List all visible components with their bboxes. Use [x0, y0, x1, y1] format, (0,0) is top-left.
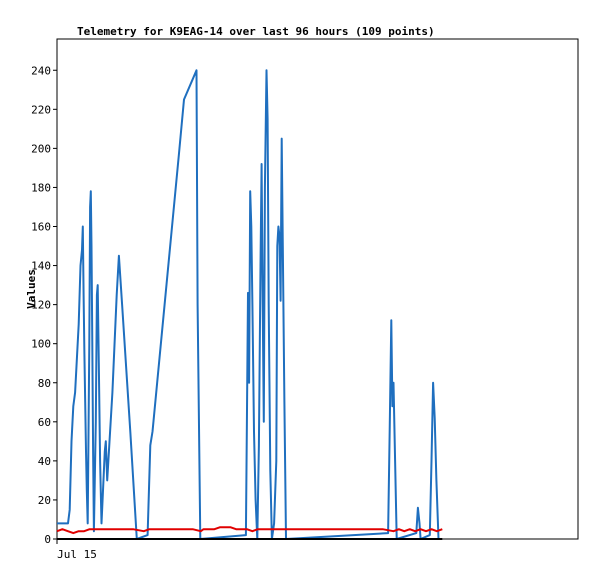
y-axis-label: Values: [25, 269, 38, 309]
y-tick-label: 120: [31, 299, 51, 312]
plot-frame: [56, 38, 579, 540]
y-tick-label: 200: [31, 142, 51, 155]
y-axis: 0 20 40 60 80 100 120 140 160 180 200 220 240: [31, 64, 57, 546]
y-tick-label: 0: [44, 533, 51, 546]
y-tick-label: 20: [38, 494, 51, 507]
series-line-2: [56, 526, 443, 535]
y-tick-label: 60: [38, 416, 51, 429]
y-tick-label: 100: [31, 338, 51, 351]
y-tick-label: 180: [31, 181, 51, 194]
y-tick-label: 160: [31, 221, 51, 234]
x-tick-label: Jul 15: [57, 548, 97, 561]
y-tick-label: 40: [38, 455, 51, 468]
y-tick-label: 140: [31, 260, 51, 273]
y-tick-label: 240: [31, 64, 51, 77]
y-tick-label: 80: [38, 377, 51, 390]
x-axis: Jul 15: [56, 539, 97, 561]
series-line-1: [57, 69, 440, 540]
chart-title: Telemetry for K9EAG-14 over last 96 hour…: [77, 25, 435, 38]
series-layer: [56, 69, 443, 540]
y-tick-label: 220: [31, 103, 51, 116]
